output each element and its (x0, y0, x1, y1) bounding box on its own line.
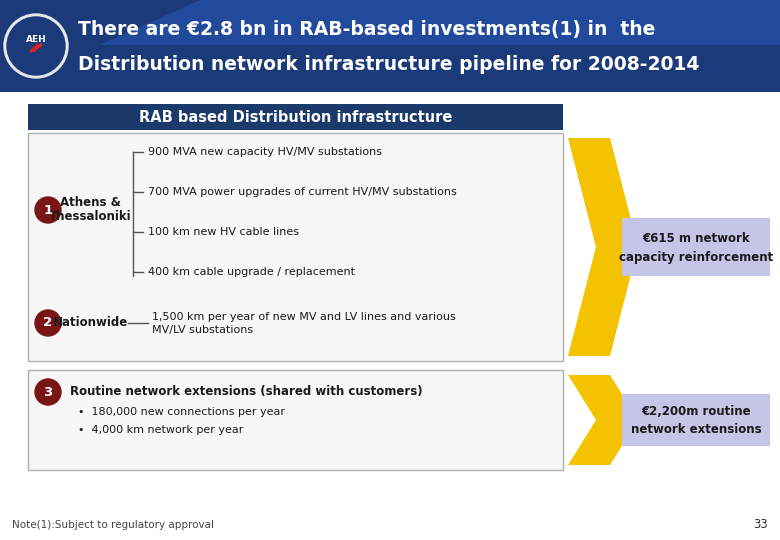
Circle shape (35, 379, 61, 405)
Text: 900 MVA new capacity HV/MV substations: 900 MVA new capacity HV/MV substations (148, 147, 382, 157)
Text: Routine network extensions (shared with customers): Routine network extensions (shared with … (70, 386, 423, 399)
Text: RAB based Distribution infrastructure: RAB based Distribution infrastructure (139, 110, 452, 125)
Text: 33: 33 (753, 518, 768, 531)
Text: €615 m network: €615 m network (642, 232, 750, 245)
Text: 3: 3 (44, 386, 52, 399)
Text: There are €2.8 bn in RAB-based investments(1) in  the: There are €2.8 bn in RAB-based investmen… (78, 21, 655, 39)
Text: Nationwide: Nationwide (53, 316, 129, 329)
Text: Thessaloniki: Thessaloniki (48, 211, 131, 224)
Text: 100 km new HV cable lines: 100 km new HV cable lines (148, 227, 299, 237)
Circle shape (35, 197, 61, 223)
Circle shape (7, 17, 65, 75)
Text: 1,500 km per year of new MV and LV lines and various: 1,500 km per year of new MV and LV lines… (152, 312, 456, 322)
Text: •  4,000 km network per year: • 4,000 km network per year (78, 425, 243, 435)
FancyBboxPatch shape (28, 370, 563, 470)
Text: 2: 2 (44, 316, 52, 329)
Text: Athens &: Athens & (59, 197, 120, 210)
Bar (622, 218, 770, 276)
Text: Note(1):Subject to regulatory approval: Note(1):Subject to regulatory approval (12, 520, 214, 530)
FancyBboxPatch shape (28, 133, 563, 361)
Bar (0, 0, 780, 92)
Circle shape (4, 14, 68, 78)
Text: network extensions: network extensions (631, 423, 761, 436)
Polygon shape (568, 375, 638, 465)
Polygon shape (100, 0, 780, 45)
Text: €2,200m routine: €2,200m routine (641, 404, 751, 417)
Text: 700 MVA power upgrades of current HV/MV substations: 700 MVA power upgrades of current HV/MV … (148, 187, 457, 197)
Text: capacity reinforcement: capacity reinforcement (619, 251, 773, 264)
Text: 400 km cable upgrade / replacement: 400 km cable upgrade / replacement (148, 267, 355, 277)
Bar (0, 92, 780, 540)
Text: MV/LV substations: MV/LV substations (152, 325, 254, 335)
Text: Distribution network infrastructure pipeline for 2008-2014: Distribution network infrastructure pipe… (78, 55, 700, 73)
Bar (622, 394, 770, 446)
Text: •  180,000 new connections per year: • 180,000 new connections per year (78, 407, 285, 417)
Bar (28, 104, 563, 130)
Text: AEH: AEH (26, 36, 46, 44)
Polygon shape (568, 138, 638, 356)
Circle shape (35, 310, 61, 336)
Text: 1: 1 (44, 204, 52, 217)
